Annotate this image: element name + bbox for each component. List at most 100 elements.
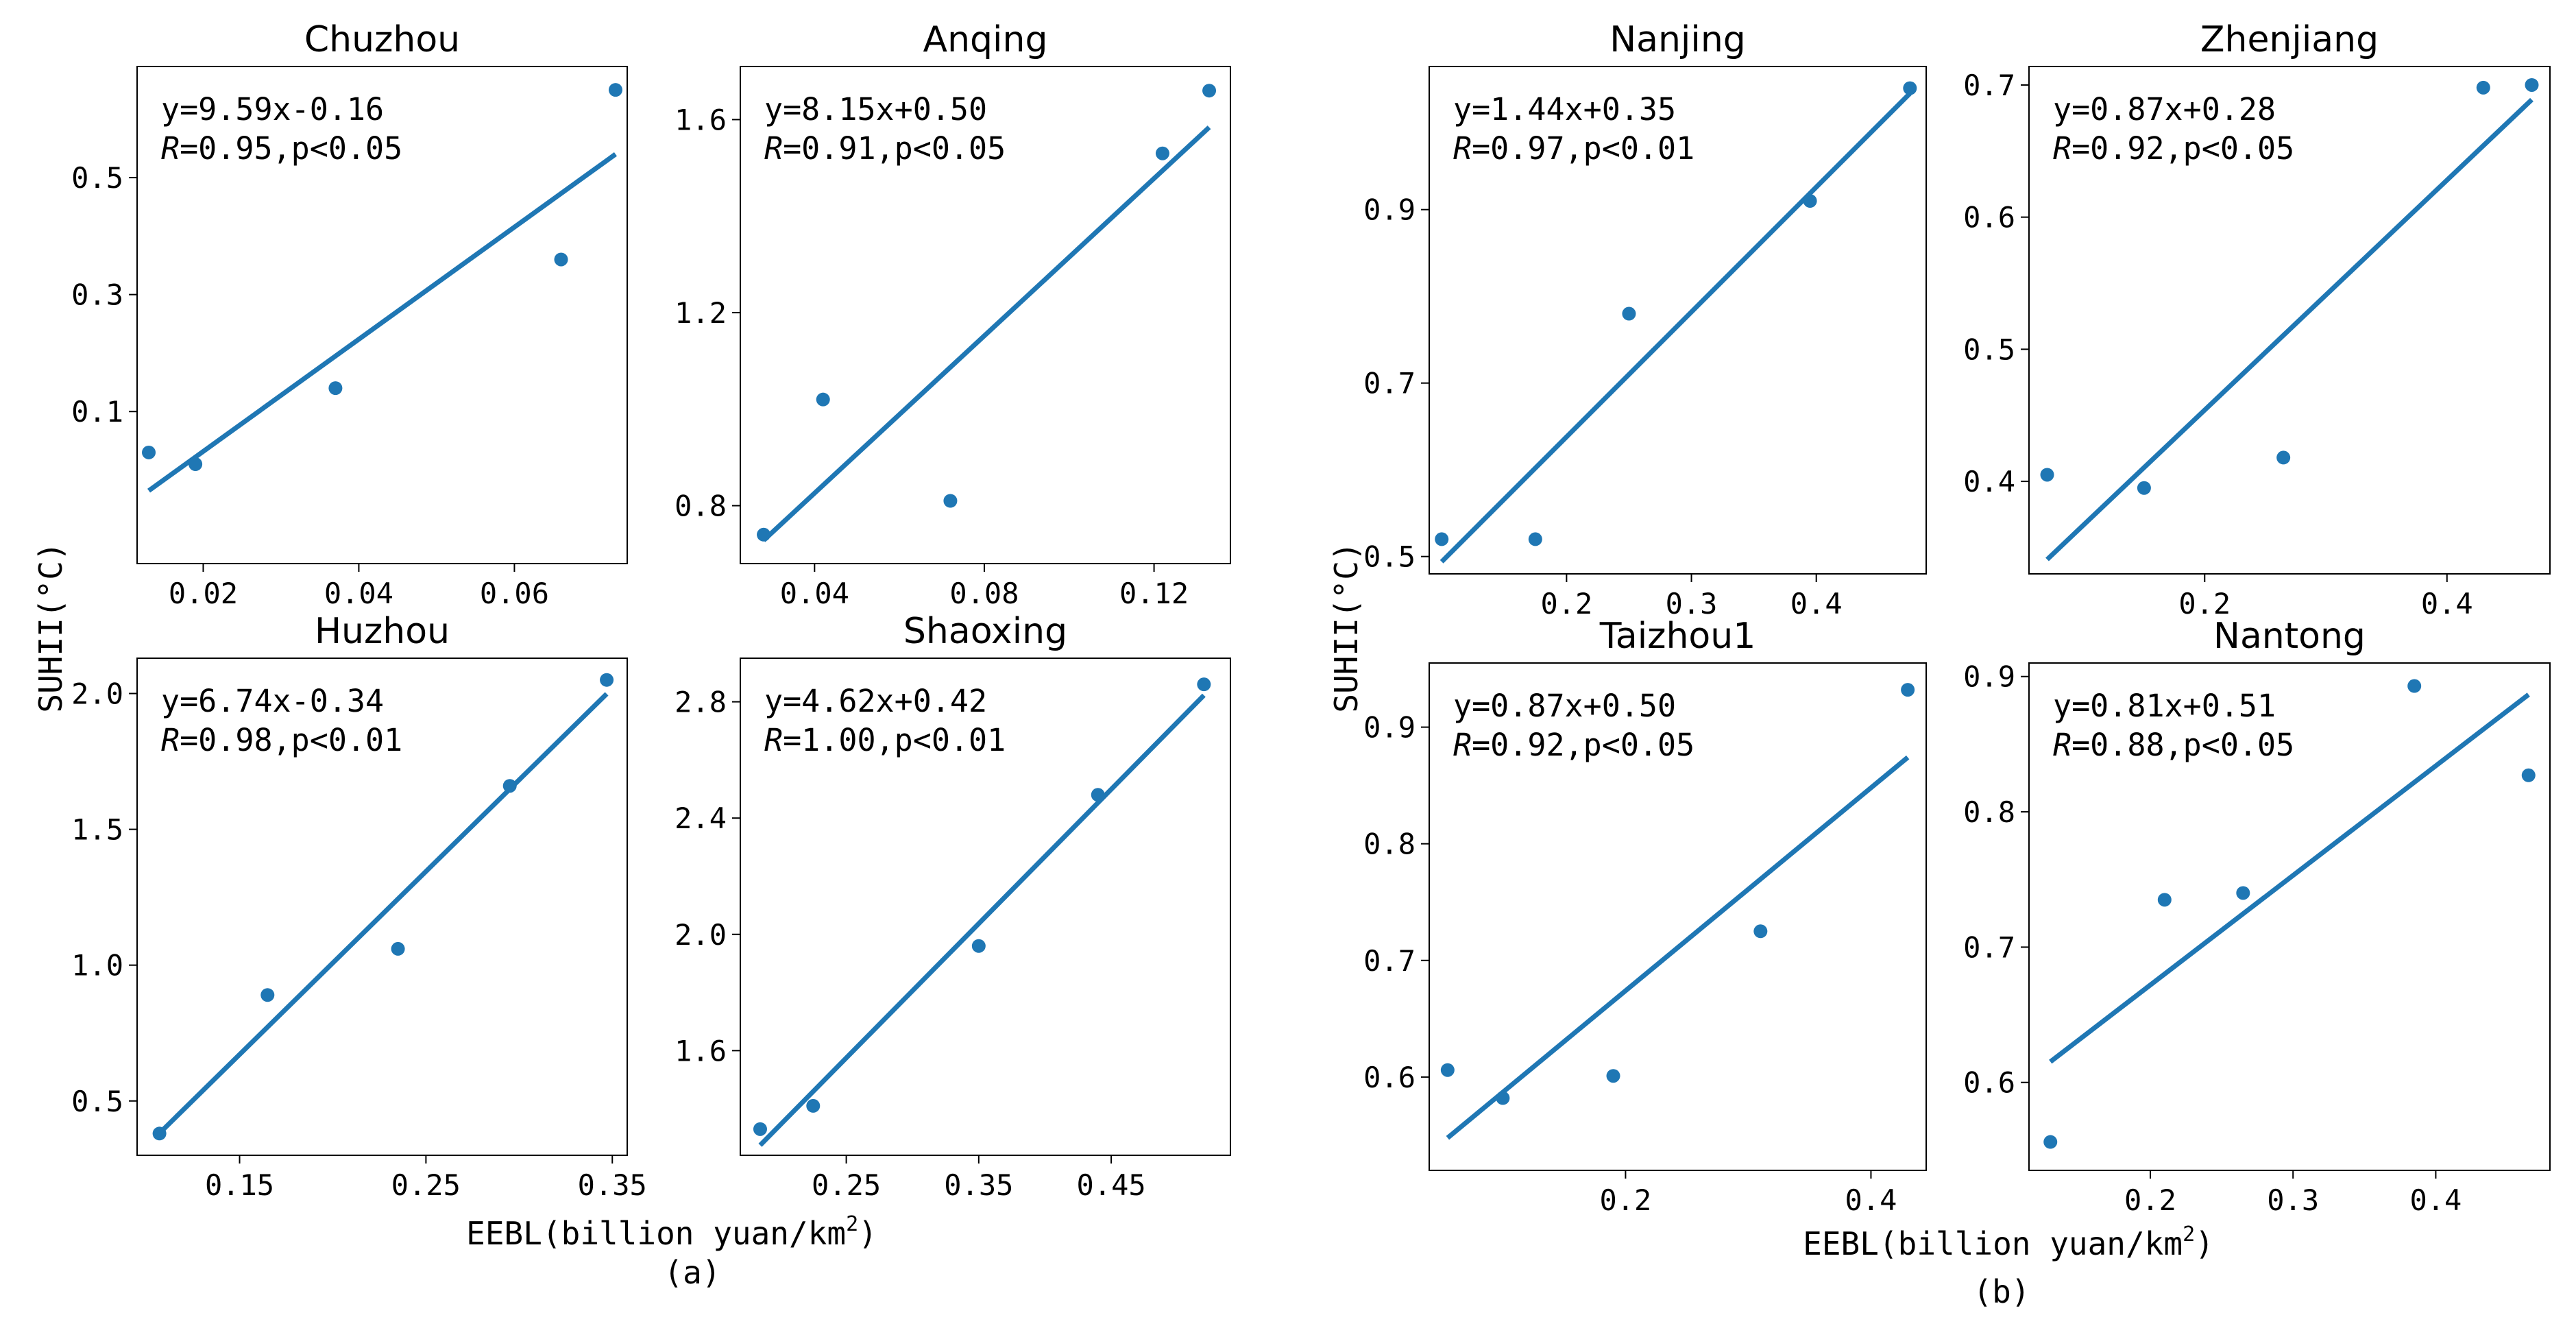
fit-line	[1446, 755, 1910, 1140]
r-stats: =0.88,p<0.05	[2071, 727, 2294, 763]
data-point	[328, 381, 343, 396]
panel-label-b: (b)	[1973, 1273, 2030, 1310]
x-tick-label: 0.4	[1790, 587, 1843, 620]
charts-container: Chuzhou 0.02 0.04 0.06 0.1 0.3 0.5 y=9.59x-0.16…	[71, 19, 2551, 1217]
x-tick-label: 0.35	[578, 1168, 647, 1202]
chart-title: Shaoxing	[903, 611, 1067, 652]
fit-line	[147, 152, 618, 493]
r-stats: =0.97,p<0.01	[1472, 130, 1694, 167]
fit-equation: y=4.62x+0.42	[764, 683, 987, 719]
data-point	[1435, 532, 1449, 546]
y-tick-label: 1.6	[675, 103, 727, 136]
xlabel-b-close: )	[2195, 1225, 2214, 1262]
y-tick-label: 0.8	[675, 490, 727, 523]
r-stats: =0.98,p<0.01	[180, 722, 402, 758]
y-tick-label: 0.5	[1963, 333, 2015, 366]
y-tick-label: 1.2	[675, 296, 727, 330]
x-tick-label: 0.06	[480, 577, 549, 610]
x-tick-label: 0.4	[2409, 1183, 2462, 1217]
y-tick-label: 0.5	[71, 1085, 123, 1118]
fit-equation: y=0.87x+0.28	[2053, 91, 2276, 128]
data-point	[1440, 1063, 1455, 1077]
fit-line	[1439, 91, 1912, 564]
data-point	[1606, 1069, 1620, 1083]
r-symbol: R	[161, 722, 180, 758]
data-point	[189, 457, 203, 471]
fit-r-value: R=0.91,p<0.05	[764, 130, 1006, 167]
y-tick-label: 0.9	[1963, 660, 2015, 694]
plot-frame	[1429, 662, 1927, 1171]
x-tick-label: 0.04	[324, 577, 393, 610]
xlabel-a-close: )	[858, 1215, 877, 1252]
y-tick-label: 2.8	[675, 686, 727, 719]
data-point	[1202, 84, 1217, 98]
data-point	[260, 988, 275, 1002]
x-tick-label: 0.25	[812, 1168, 881, 1202]
data-point	[2040, 468, 2054, 482]
x-tick-label: 0.02	[169, 577, 238, 610]
x-tick-label: 0.2	[2124, 1183, 2176, 1217]
y-tick-label: 0.8	[1963, 795, 2015, 829]
x-tick-label: 0.4	[2421, 587, 2473, 620]
y-tick-label: 0.7	[1963, 69, 2015, 102]
data-point	[2407, 679, 2422, 693]
x-tick-label: 0.45	[1077, 1168, 1146, 1202]
fit-line	[2045, 97, 2534, 562]
r-symbol: R	[2053, 727, 2071, 763]
xlabel-a-sup: 2	[846, 1212, 858, 1236]
ylabel-b: SUHII(°C)	[1328, 542, 1365, 712]
plot-frame	[1429, 66, 1927, 575]
plot-frame	[2028, 66, 2551, 575]
r-symbol: R	[764, 722, 783, 758]
r-symbol: R	[764, 130, 783, 167]
xlabel-b-sup: 2	[2183, 1222, 2195, 1246]
data-point	[152, 1126, 167, 1141]
y-tick-label: 2.0	[675, 918, 727, 952]
data-point	[943, 494, 958, 508]
data-point	[2276, 450, 2291, 465]
data-point	[971, 939, 986, 953]
y-tick-label: 1.5	[71, 813, 123, 847]
chart-title: Taizhou1	[1599, 616, 1756, 657]
x-tick-label: 0.25	[391, 1168, 461, 1202]
fit-r-value: R=1.00,p<0.01	[764, 722, 1006, 758]
fit-r-value: R=0.92,p<0.05	[2053, 130, 2294, 167]
r-stats: =0.92,p<0.05	[2071, 130, 2294, 167]
x-tick-label: 0.35	[944, 1168, 1013, 1202]
xlabel-b: EEBL(billion yuan/km2)	[1803, 1222, 2214, 1262]
fit-equation: y=0.81x+0.51	[2053, 688, 2276, 724]
y-tick-label: 0.7	[1363, 944, 1415, 978]
fit-r-value: R=0.88,p<0.05	[2053, 727, 2294, 763]
fit-r-value: R=0.92,p<0.05	[1453, 727, 1694, 763]
y-tick-label: 0.6	[1963, 201, 2015, 234]
y-tick-label: 2.4	[675, 801, 727, 835]
data-point	[2236, 886, 2250, 900]
r-symbol: R	[1453, 130, 1472, 167]
y-tick-label: 0.8	[1363, 828, 1415, 861]
data-point	[2043, 1135, 2058, 1149]
fit-line	[762, 125, 1211, 542]
chart-huzhou: Huzhou 0.15 0.25 0.35 0.5 1.0 1.5 2.0 y=6.74x-0.…	[71, 611, 647, 1202]
x-tick-label: 0.04	[780, 577, 849, 610]
r-symbol: R	[1453, 727, 1472, 763]
data-point	[142, 445, 156, 459]
x-tick-label: 0.12	[1119, 577, 1189, 610]
fit-equation: y=0.87x+0.50	[1453, 688, 1676, 724]
data-point	[608, 83, 622, 97]
y-tick-label: 0.5	[71, 161, 123, 195]
data-point	[1155, 146, 1169, 160]
y-tick-label: 0.9	[1363, 193, 1415, 227]
fit-equation: y=6.74x-0.34	[161, 683, 384, 719]
chart-title: Nanjing	[1609, 19, 1746, 60]
fit-r-value: R=0.95,p<0.05	[161, 130, 402, 167]
chart-taizhou1: Taizhou1 0.2 0.4 0.6 0.7 0.8 0.9 y=0.87x+0.50R=…	[1363, 616, 1927, 1217]
chart-anqing: Anqing 0.04 0.08 0.12 0.8 1.2 1.6 y=8.15x+0.50R…	[675, 19, 1231, 610]
data-point	[1496, 1091, 1510, 1105]
plot-frame	[740, 658, 1231, 1156]
xlabel-b-text: EEBL(billion yuan/km	[1803, 1225, 2183, 1262]
panel-label-a: (a)	[664, 1254, 720, 1291]
y-tick-label: 0.6	[1363, 1061, 1415, 1094]
r-stats: =0.92,p<0.05	[1472, 727, 1694, 763]
chart-nantong: Nantong 0.2 0.3 0.4 0.6 0.7 0.8 0.9 y=0.81x+0.51…	[1963, 616, 2551, 1217]
x-tick-label: 0.2	[1540, 587, 1592, 620]
